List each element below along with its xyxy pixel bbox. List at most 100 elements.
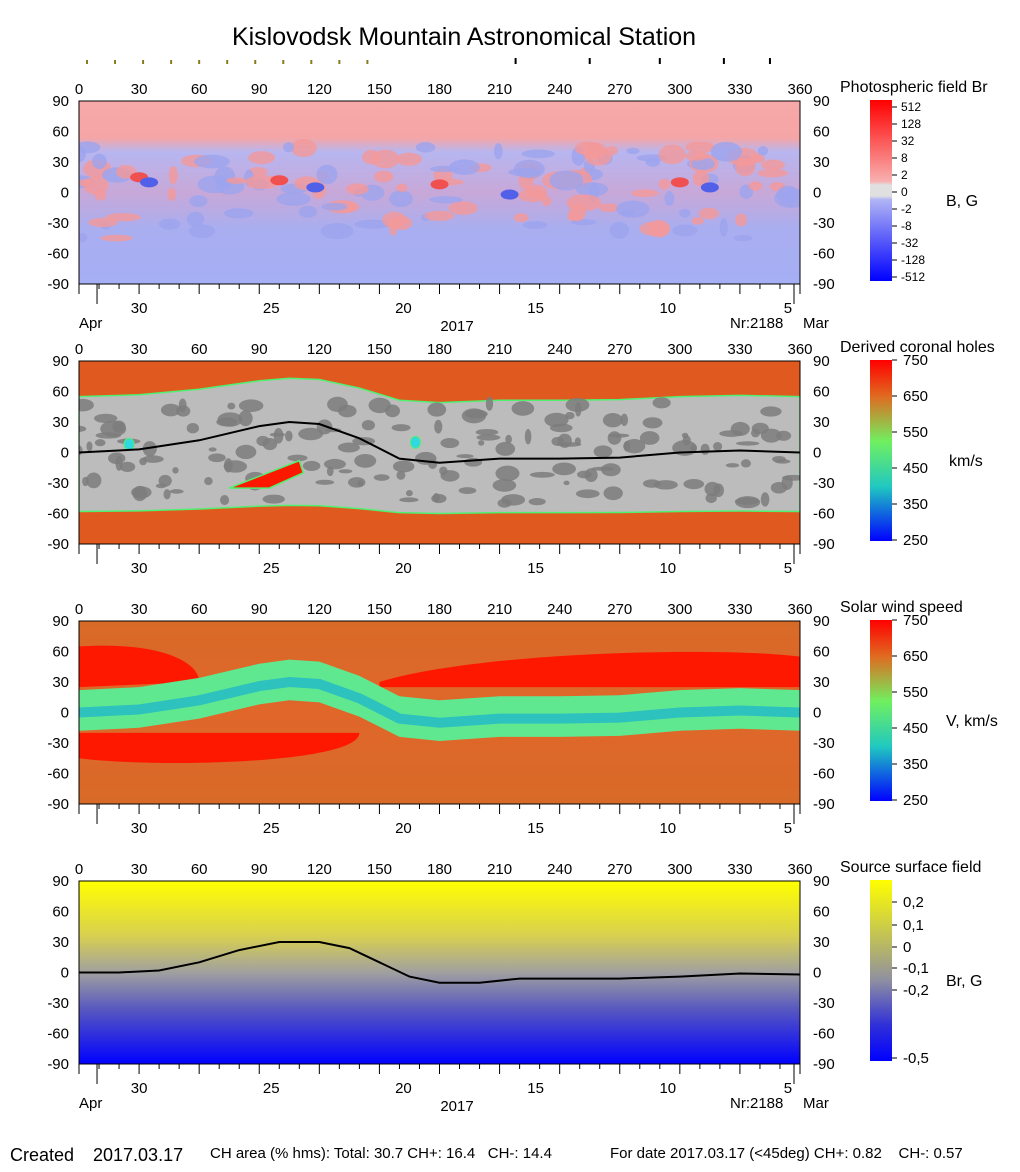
field-patch [685, 141, 715, 154]
day-tick-label: 5 [784, 560, 792, 577]
longitude-tick-label: 240 [547, 601, 572, 618]
active-region [270, 175, 289, 186]
colorbar-tick-label: 750 [903, 612, 928, 629]
closed-field-texture [620, 413, 629, 427]
field-patch [197, 175, 231, 194]
longitude-tick-label: 180 [427, 341, 452, 358]
closed-field-texture [208, 447, 217, 452]
closed-field-texture [434, 419, 443, 434]
closed-field-texture [337, 404, 357, 418]
closed-field-texture [86, 472, 102, 489]
closed-field-texture [652, 397, 671, 409]
closed-field-texture [776, 430, 792, 441]
colorbar-tick-label: -32 [901, 236, 919, 250]
longitude-tick-label: 240 [547, 81, 572, 98]
colorbar-tick-label: 128 [901, 117, 921, 131]
latitude-tick-label-left: 30 [52, 674, 69, 691]
field-patch [449, 159, 480, 175]
footer-created-label: Created [10, 1145, 74, 1165]
latitude-tick-label-left: 0 [61, 185, 69, 202]
colorbar [870, 620, 892, 801]
longitude-tick-label: 300 [667, 81, 692, 98]
field-patch [100, 234, 133, 242]
day-tick-label: 25 [263, 560, 280, 577]
closed-field-texture [427, 402, 447, 417]
latitude-tick-label-left: -30 [47, 475, 69, 492]
longitude-tick-label: 90 [251, 81, 268, 98]
closed-field-texture [273, 427, 284, 444]
field-patch [396, 183, 408, 192]
closed-field-texture [683, 478, 705, 490]
closed-field-texture [760, 492, 770, 507]
field-patch [513, 213, 529, 223]
month-right-label: Mar [803, 315, 829, 332]
closed-field-texture [227, 402, 236, 410]
active-region [140, 177, 159, 188]
longitude-tick-label: 270 [607, 601, 632, 618]
field-patch [748, 181, 763, 191]
closed-field-texture [458, 487, 477, 494]
closed-field-texture [391, 424, 411, 432]
closed-field-texture [142, 455, 164, 463]
active-region [306, 182, 325, 193]
field-patch [493, 143, 503, 160]
month-left-label: Apr [79, 1095, 102, 1112]
closed-field-texture [115, 456, 123, 471]
closed-field-texture [220, 494, 230, 506]
latitude-tick-label-right: -60 [813, 766, 835, 783]
closed-field-texture [172, 467, 179, 474]
closed-field-texture [79, 425, 87, 432]
longitude-tick-label: 270 [607, 861, 632, 878]
closed-field-texture [735, 441, 760, 446]
field-patch [735, 213, 748, 227]
latitude-tick-label-right: -60 [813, 246, 835, 263]
closed-field-texture [79, 398, 94, 412]
closed-field-texture [461, 408, 487, 424]
closed-field-texture [204, 476, 213, 486]
field-patch [549, 170, 584, 191]
latitude-tick-label-left: -30 [47, 215, 69, 232]
longitude-tick-label: 360 [787, 601, 812, 618]
field-patch [648, 219, 671, 238]
field-patch [522, 221, 548, 230]
latitude-tick-label-left: -60 [47, 506, 69, 523]
field-patch [521, 149, 555, 159]
colorbar-tick-label: 512 [901, 100, 921, 114]
closed-field-texture [315, 479, 335, 485]
field-patch [598, 203, 619, 212]
latitude-tick-label-right: 30 [813, 154, 830, 171]
day-tick-label: 5 [784, 1080, 792, 1097]
day-tick-label: 20 [395, 300, 412, 317]
day-tick-label: 5 [784, 300, 792, 317]
closed-field-texture [524, 429, 532, 445]
closed-field-texture [475, 428, 499, 436]
closed-field-texture [440, 437, 460, 449]
latitude-tick-label-left: -60 [47, 1026, 69, 1043]
closed-field-texture [607, 431, 622, 445]
latitude-tick-label-right: -30 [813, 475, 835, 492]
longitude-tick-label: 180 [427, 81, 452, 98]
closed-field-texture [740, 459, 751, 468]
longitude-tick-label: 0 [75, 861, 83, 878]
closed-field-texture [405, 490, 413, 497]
closed-field-texture [373, 474, 390, 481]
day-tick-label: 30 [131, 1080, 148, 1097]
latitude-tick-label-left: 60 [52, 384, 69, 401]
latitude-tick-label-right: 0 [813, 705, 821, 722]
closed-field-texture [478, 440, 485, 446]
longitude-tick-label: 120 [307, 861, 332, 878]
latitude-tick-label-right: 60 [813, 384, 830, 401]
panel-title: Solar wind speed [840, 599, 963, 616]
rotation-label: Nr:2188 [730, 315, 783, 332]
colorbar-tick-label: -0,1 [903, 960, 929, 977]
colorbar-tick-label: -512 [901, 270, 925, 284]
field-patch [424, 210, 455, 221]
field-patch [283, 142, 294, 153]
field-patch [168, 166, 178, 185]
colorbar-tick-label: 250 [903, 532, 928, 549]
footer-created-date: 2017.03.17 [93, 1145, 183, 1165]
closed-field-texture [119, 461, 136, 473]
field-patch [568, 203, 586, 222]
